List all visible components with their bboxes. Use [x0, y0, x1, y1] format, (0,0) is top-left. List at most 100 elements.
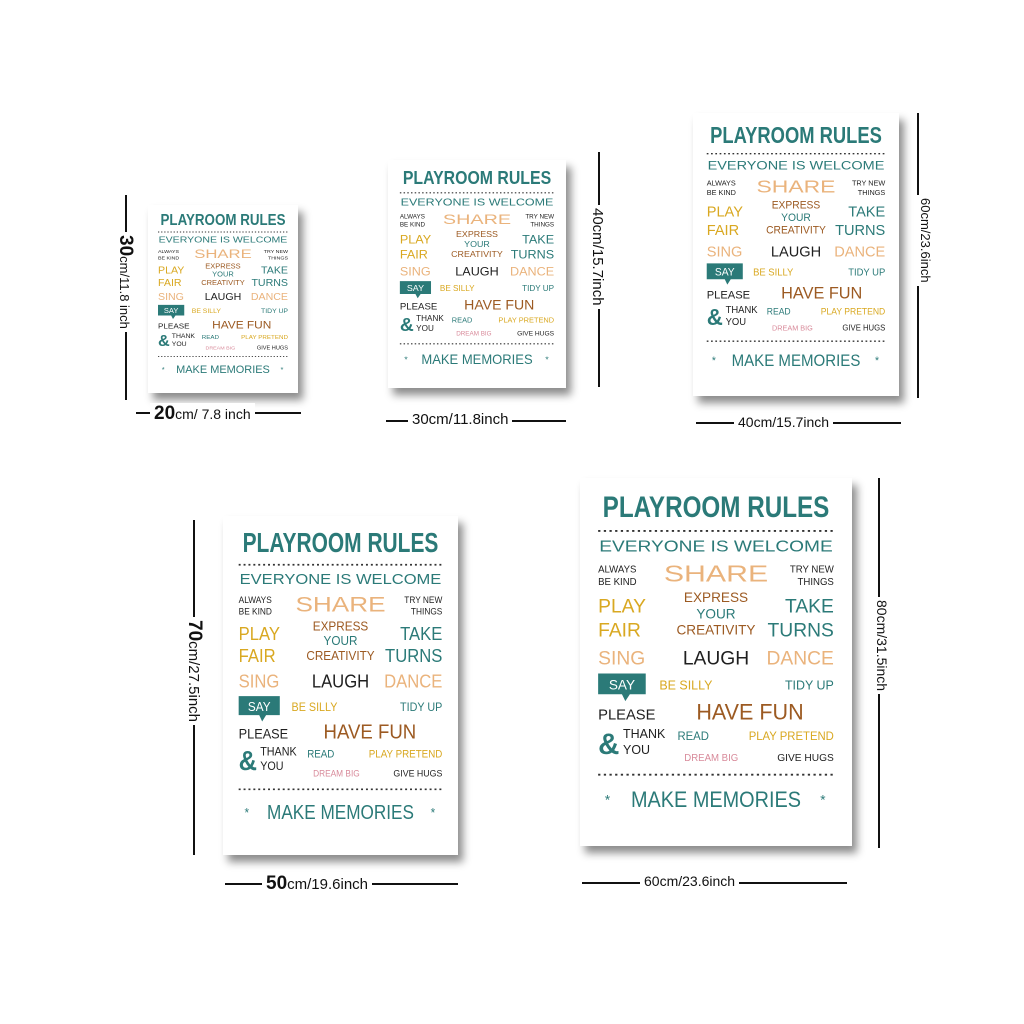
width-big-4: 50 [266, 873, 288, 894]
take-text: TAKE [848, 204, 885, 220]
have-fun-text: HAVE FUN [781, 283, 862, 302]
dance-text: DANCE [251, 292, 288, 303]
dance-text: DANCE [834, 244, 885, 260]
say-text: SAY [164, 306, 179, 315]
star-left: * [162, 365, 165, 374]
thank-text: THANK [260, 746, 297, 758]
height-label-4: 70cm/27.5inch [183, 617, 205, 726]
please-text: PLEASE [158, 322, 190, 331]
poster-20x30: PLAYROOM RULES EVERYONE IS WELCOME ALWAY… [148, 205, 298, 393]
read-text: READ [677, 731, 708, 743]
things-text: THINGS [858, 188, 886, 197]
take-text: TAKE [785, 595, 834, 617]
have-fun-text: HAVE FUN [464, 297, 534, 313]
star-right: * [820, 793, 826, 808]
ampersand-text: & [400, 315, 414, 336]
say-text: SAY [609, 678, 635, 693]
fair-text: FAIR [707, 223, 739, 239]
width-small-5: 60cm/23.6inch [644, 873, 736, 889]
read-text: READ [452, 316, 473, 325]
make-memories-text: MAKE MEMORIES [176, 364, 270, 376]
be-silly-text: BE SILLY [440, 284, 475, 293]
fair-text: FAIR [400, 248, 428, 262]
say-bubble [238, 696, 280, 722]
height-small-2: 40cm/15.7inch [589, 208, 606, 306]
be-silly-text: BE SILLY [659, 679, 713, 693]
thank-text: THANK [416, 314, 444, 323]
star-right: * [545, 355, 549, 365]
thank-text: THANK [172, 333, 196, 340]
play-text: PLAY [598, 595, 646, 617]
star-right: * [431, 805, 436, 820]
make-memories-text: MAKE MEMORIES [732, 351, 861, 370]
welcome-text: EVERYONE IS WELCOME [599, 539, 832, 556]
try-new-text: TRY NEW [790, 564, 835, 575]
things-text: THINGS [798, 577, 835, 588]
be-silly-text: BE SILLY [292, 702, 338, 714]
say-bubble [598, 673, 646, 702]
laugh-text: LAUGH [205, 292, 242, 303]
width-small-4: cm/19.6inch [287, 876, 369, 893]
creativity-text: CREATIVITY [201, 278, 245, 287]
laugh-text: LAUGH [312, 671, 369, 692]
have-fun-text: HAVE FUN [324, 721, 417, 744]
dream-big-text: DREAM BIG [772, 323, 813, 332]
creativity-text: CREATIVITY [676, 622, 755, 637]
play-pretend-text: PLAY PRETEND [821, 307, 885, 317]
you-text: YOU [260, 761, 283, 773]
take-text: TAKE [400, 623, 442, 644]
make-memories-text: MAKE MEMORIES [631, 787, 801, 812]
say-text: SAY [715, 268, 735, 279]
turns-text: TURNS [835, 223, 885, 239]
try-new-text: TRY NEW [852, 178, 885, 187]
please-text: PLEASE [400, 302, 437, 313]
try-new-text: TRY NEW [525, 214, 554, 221]
width-label-2: 30cm/11.8inch [408, 411, 513, 429]
be-silly-text: BE SILLY [192, 308, 222, 315]
height-small-3: 60cm/23.6inch [918, 198, 933, 283]
express-text: EXPRESS [205, 262, 241, 271]
poster-title: PLAYROOM RULES [603, 491, 830, 524]
play-text: PLAY [707, 204, 743, 220]
express-text: EXPRESS [313, 619, 368, 634]
star-left: * [404, 355, 408, 365]
say-text: SAY [248, 700, 271, 715]
turns-text: TURNS [385, 646, 442, 667]
height-label-5: 80cm/31.5inch [872, 597, 890, 695]
width-small-3: 40cm/15.7inch [738, 414, 830, 430]
your-text: YOUR [464, 239, 490, 249]
turns-text: TURNS [251, 278, 288, 289]
welcome-text: EVERYONE IS WELCOME [240, 571, 442, 588]
have-fun-text: HAVE FUN [696, 699, 803, 724]
fair-text: FAIR [239, 646, 276, 667]
star-left: * [245, 805, 250, 820]
sing-text: SING [239, 671, 280, 692]
turns-text: TURNS [768, 620, 834, 642]
ampersand-text: & [707, 304, 723, 330]
welcome-text: EVERYONE IS WELCOME [159, 235, 288, 245]
always-text: ALWAYS [598, 564, 637, 575]
width-small-2: 30cm/11.8inch [412, 411, 509, 428]
dance-text: DANCE [766, 647, 833, 669]
things-text: THINGS [530, 221, 554, 228]
play-pretend-text: PLAY PRETEND [241, 335, 289, 341]
dream-big-text: DREAM BIG [206, 346, 236, 352]
express-text: EXPRESS [456, 229, 498, 239]
star-left: * [712, 356, 716, 367]
tidy-up-text: TIDY UP [848, 268, 885, 279]
height-label-2: 40cm/15.7inch [588, 205, 606, 309]
express-text: EXPRESS [684, 590, 748, 605]
dance-text: DANCE [384, 671, 442, 692]
please-text: PLEASE [598, 707, 655, 723]
read-text: READ [202, 335, 220, 341]
take-text: TAKE [522, 233, 554, 247]
laugh-text: LAUGH [683, 647, 749, 669]
you-text: YOU [416, 324, 434, 333]
height-small-5: 80cm/31.5inch [874, 600, 890, 692]
poster-50x70: PLAYROOM RULES EVERYONE IS WELCOME ALWAY… [223, 516, 458, 855]
width-label-4: 50cm/19.6inch [262, 873, 373, 895]
try-new-text: TRY NEW [404, 595, 443, 605]
play-text: PLAY [400, 233, 431, 247]
star-right: * [281, 365, 284, 374]
star-left: * [605, 793, 611, 808]
